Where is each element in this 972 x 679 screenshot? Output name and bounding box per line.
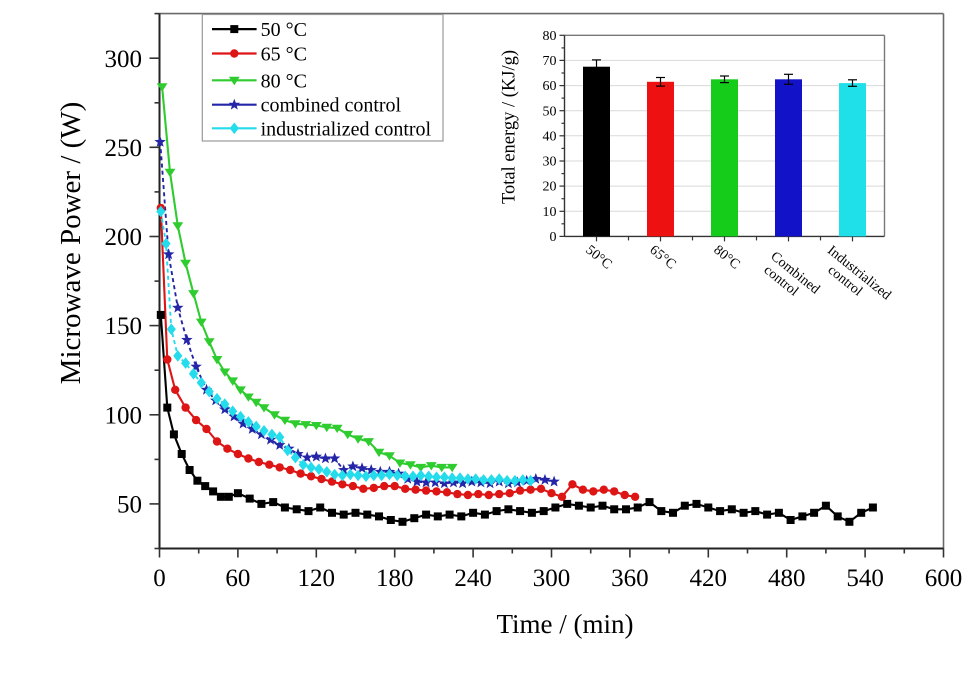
svg-text:50: 50	[543, 104, 557, 119]
svg-text:120: 120	[298, 565, 336, 592]
svg-text:420: 420	[690, 565, 728, 592]
svg-text:200: 200	[105, 224, 143, 251]
svg-text:Time / (min): Time / (min)	[496, 609, 633, 639]
svg-text:30: 30	[543, 155, 557, 170]
svg-text:540: 540	[846, 565, 884, 592]
svg-text:0: 0	[153, 565, 166, 592]
svg-text:50 °C: 50 °C	[261, 19, 307, 41]
svg-text:600: 600	[925, 565, 963, 592]
svg-text:80: 80	[543, 29, 557, 44]
svg-text:480: 480	[768, 565, 806, 592]
svg-text:40: 40	[543, 129, 557, 144]
svg-text:60: 60	[225, 565, 250, 592]
svg-text:65 °C: 65 °C	[261, 44, 307, 66]
svg-text:10: 10	[543, 205, 557, 220]
svg-text:250: 250	[105, 135, 143, 162]
svg-text:100: 100	[105, 402, 143, 429]
svg-text:360: 360	[611, 565, 649, 592]
svg-text:180: 180	[376, 565, 414, 592]
svg-text:70: 70	[543, 54, 557, 69]
svg-text:150: 150	[105, 313, 143, 340]
svg-text:240: 240	[454, 565, 492, 592]
svg-text:industrialized control: industrialized control	[261, 118, 432, 140]
svg-text:Total energy / (KJ/g): Total energy / (KJ/g)	[500, 50, 520, 204]
svg-text:0: 0	[550, 230, 557, 245]
svg-text:Microwave Power / (W): Microwave Power / (W)	[55, 102, 87, 385]
svg-text:20: 20	[543, 180, 557, 195]
svg-text:50: 50	[117, 492, 142, 519]
svg-text:80 °C: 80 °C	[261, 70, 307, 92]
svg-text:300: 300	[105, 46, 143, 73]
svg-text:combined control: combined control	[261, 95, 402, 117]
svg-text:300: 300	[533, 565, 571, 592]
svg-text:60: 60	[543, 79, 557, 94]
